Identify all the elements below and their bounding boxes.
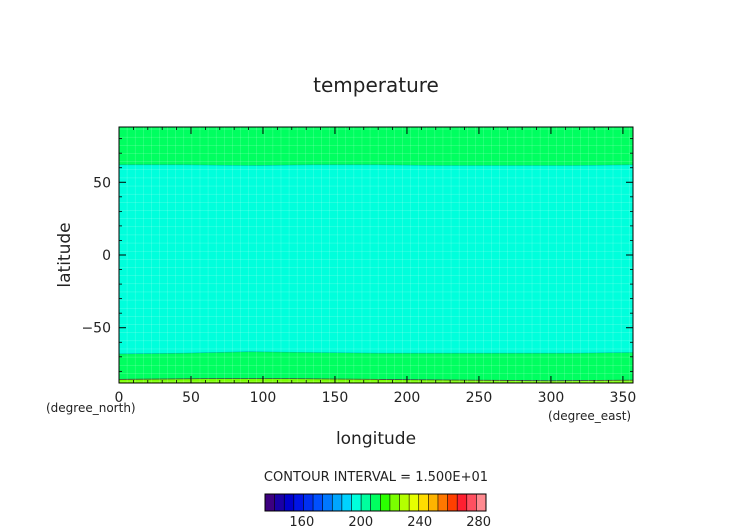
colorbar-cell [389, 494, 400, 511]
colorbar-cell [476, 494, 487, 511]
x-unit-label: (degree_east) [548, 409, 631, 423]
band-mid [119, 164, 633, 354]
colorbar-tick-label: 280 [466, 515, 491, 530]
colorbar-cell [428, 494, 439, 511]
colorbar-cell [274, 494, 285, 511]
x-tick-label: 350 [610, 390, 637, 406]
colorbar-cell [380, 494, 391, 511]
colorbar-cell [418, 494, 429, 511]
x-tick-label: 50 [182, 390, 200, 406]
colorbar-frame [264, 493, 487, 512]
fine-grid [118, 127, 633, 383]
contour-interval-label: CONTOUR INTERVAL = 1.500E+01 [264, 470, 488, 485]
colorbar-cell [447, 494, 458, 511]
colorbar-cell [293, 494, 304, 511]
colorbar-cell [399, 494, 410, 511]
colorbar-cell [361, 494, 371, 511]
colorbar-cell [322, 494, 333, 511]
chart-title: temperature [313, 73, 439, 97]
y-axis-label: latitude [55, 222, 75, 287]
x-axis-label: longitude [336, 429, 416, 449]
y-unit-label: (degree_north) [46, 401, 136, 415]
x-axis: 0 50 100 150 200 250 300 350 [115, 127, 637, 406]
colorbar-cell [457, 494, 468, 511]
colorbar-cell [466, 494, 477, 511]
band-south-edge [119, 378, 633, 383]
colorbar-tick-label: 240 [407, 515, 432, 530]
colorbar-cell [265, 494, 275, 511]
colorbar-cell [370, 494, 381, 511]
x-tick-label: 0 [115, 390, 124, 406]
x-tick-label: 200 [394, 390, 421, 406]
contour-line-south [118, 351, 634, 355]
colorbar-cell [313, 494, 323, 511]
colorbar-tick-label: 160 [289, 515, 314, 530]
colorbar: 160 200 240 280 [264, 493, 491, 530]
x-tick-label: 300 [538, 390, 565, 406]
colorbar-cell [351, 494, 362, 511]
x-tick-label: 250 [466, 390, 493, 406]
colorbar-tick-label: 200 [348, 515, 373, 530]
colorbar-cell [409, 494, 420, 511]
colorbar-cell [437, 494, 448, 511]
x-tick-label: 150 [322, 390, 349, 406]
colorbar-cell [284, 494, 295, 511]
y-axis: 50 0 −50 [81, 138, 633, 372]
y-tick-label: −50 [81, 321, 111, 337]
y-tick-label: 0 [102, 248, 111, 264]
colorbar-cell [303, 494, 314, 511]
colorbar-cell [332, 494, 343, 511]
colorbar-cell [341, 494, 352, 511]
x-tick-label: 100 [250, 390, 277, 406]
plot-area [118, 127, 634, 383]
contour-line-north [119, 164, 634, 166]
y-tick-label: 50 [93, 175, 111, 191]
